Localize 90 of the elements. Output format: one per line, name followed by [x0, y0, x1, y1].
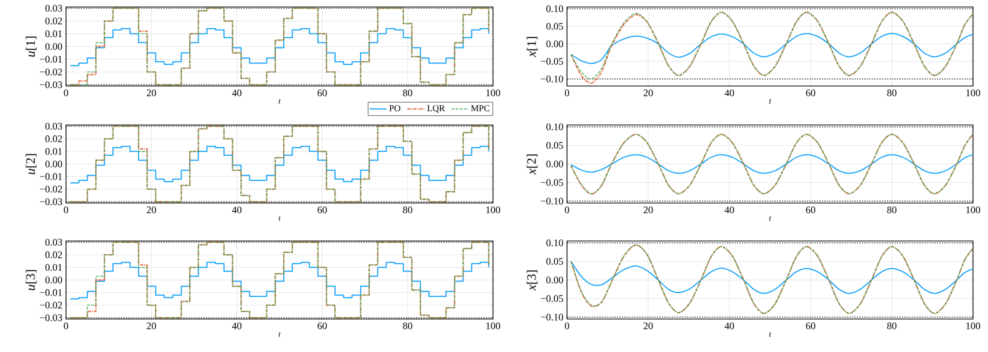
y-tick-label: 0.02: [45, 18, 62, 24]
y-tick-label: 0.02: [45, 251, 62, 258]
y-tick-label: 0.00: [546, 160, 564, 168]
x-tick-label: 80: [402, 322, 412, 330]
y-axis-title: x[2]: [526, 154, 538, 175]
x-axis-title: t: [769, 332, 772, 337]
line-series: [570, 260, 974, 294]
x-tick-label: 20: [146, 322, 156, 330]
y-tick-label: 0.10: [546, 239, 564, 246]
x-tick-label: 20: [644, 90, 653, 96]
y-tick-label: 0.10: [546, 123, 564, 130]
x-tick-label: 80: [402, 206, 412, 214]
x-tick-label: 80: [887, 206, 896, 214]
y-tick-label: 0.03: [45, 122, 62, 130]
y-tick-label: 0.05: [546, 258, 564, 265]
x-tick-label: 0: [64, 322, 68, 330]
y-tick-label: −0.10: [540, 314, 564, 321]
y-tick-label: 0.01: [45, 148, 62, 155]
y-tick-label: −0.10: [540, 76, 564, 82]
x-tick-label: 60: [318, 322, 327, 330]
x-tick-label: 40: [232, 322, 242, 330]
x-tick-label: 0: [564, 206, 570, 214]
x-tick-label: 0: [64, 206, 68, 214]
y-tick-label: −0.02: [40, 68, 62, 76]
x-tick-label: 100: [486, 322, 500, 330]
y-tick-label: −0.10: [540, 198, 564, 205]
legend-label: MPC: [471, 105, 490, 112]
y-tick-label: −0.01: [40, 173, 62, 180]
y-tick-label: −0.03: [40, 81, 62, 88]
y-tick-label: −0.01: [40, 289, 62, 296]
x-tick-label: 100: [966, 90, 980, 96]
y-tick-label: 0.02: [45, 135, 62, 142]
y-axis-title: u[1]: [26, 36, 36, 57]
y-axis-title: u[3]: [26, 270, 36, 290]
y-tick-label: 0.01: [45, 264, 62, 271]
x-tick-label: 20: [644, 206, 653, 214]
x-tick-label: 100: [486, 206, 500, 214]
y-tick-label: −0.05: [540, 295, 564, 302]
x-tick-label: 20: [644, 322, 653, 330]
x-tick-label: 100: [486, 90, 500, 96]
y-tick-label: −0.03: [40, 314, 62, 322]
y-tick-label: 0.10: [546, 5, 564, 12]
legend-label: PO: [389, 105, 400, 112]
line-series: [570, 154, 974, 174]
x-tick-label: 60: [318, 206, 327, 214]
x-tick-label: 0: [564, 322, 570, 330]
y-tick-label: 0.05: [546, 22, 564, 30]
y-tick-label: 0.00: [546, 276, 564, 284]
y-tick-label: −0.03: [40, 198, 62, 206]
x-tick-label: 40: [724, 322, 734, 330]
x-tick-label: 40: [724, 90, 734, 96]
x-tick-label: 80: [887, 322, 896, 330]
y-tick-label: −0.01: [40, 56, 62, 63]
y-tick-label: 0.05: [546, 142, 564, 149]
x-axis-title: t: [278, 216, 281, 221]
x-tick-label: 0: [64, 90, 68, 96]
y-tick-label: 0.03: [45, 238, 62, 246]
x-tick-label: 80: [887, 90, 896, 96]
y-tick-label: −0.05: [540, 179, 564, 186]
y-tick-label: −0.02: [40, 186, 62, 193]
y-tick-label: 0.01: [45, 30, 62, 38]
y-tick-label: 0.00: [45, 160, 62, 168]
y-axis-title: x[1]: [526, 37, 538, 58]
x-tick-label: 100: [966, 206, 980, 214]
y-tick-label: −0.02: [40, 302, 62, 309]
y-axis-title: x[3]: [526, 270, 538, 291]
x-tick-label: 20: [146, 206, 156, 214]
line-series: [570, 32, 974, 64]
x-tick-label: 40: [232, 90, 242, 96]
x-tick-label: 80: [402, 90, 412, 96]
x-axis-title: t: [769, 216, 772, 221]
x-tick-label: 0: [564, 90, 570, 96]
y-tick-label: −0.05: [540, 58, 564, 65]
x-axis-title: t: [278, 332, 281, 337]
x-tick-label: 40: [724, 206, 734, 214]
x-tick-label: 60: [806, 206, 816, 214]
y-tick-label: 0.03: [45, 4, 62, 12]
x-tick-label: 20: [146, 90, 156, 96]
y-tick-label: 0.00: [45, 43, 62, 50]
x-axis-title: t: [278, 99, 281, 104]
y-axis-title: u[2]: [26, 154, 36, 174]
x-tick-label: 60: [318, 90, 327, 96]
x-tick-label: 60: [806, 322, 816, 330]
y-tick-label: 0.00: [546, 40, 564, 48]
y-tick-label: 0.00: [45, 276, 62, 284]
legend-label: LQR: [427, 105, 445, 113]
x-axis-title: t: [769, 99, 772, 104]
x-tick-label: 40: [232, 206, 242, 214]
x-tick-label: 60: [806, 90, 816, 96]
x-tick-label: 100: [966, 322, 980, 330]
